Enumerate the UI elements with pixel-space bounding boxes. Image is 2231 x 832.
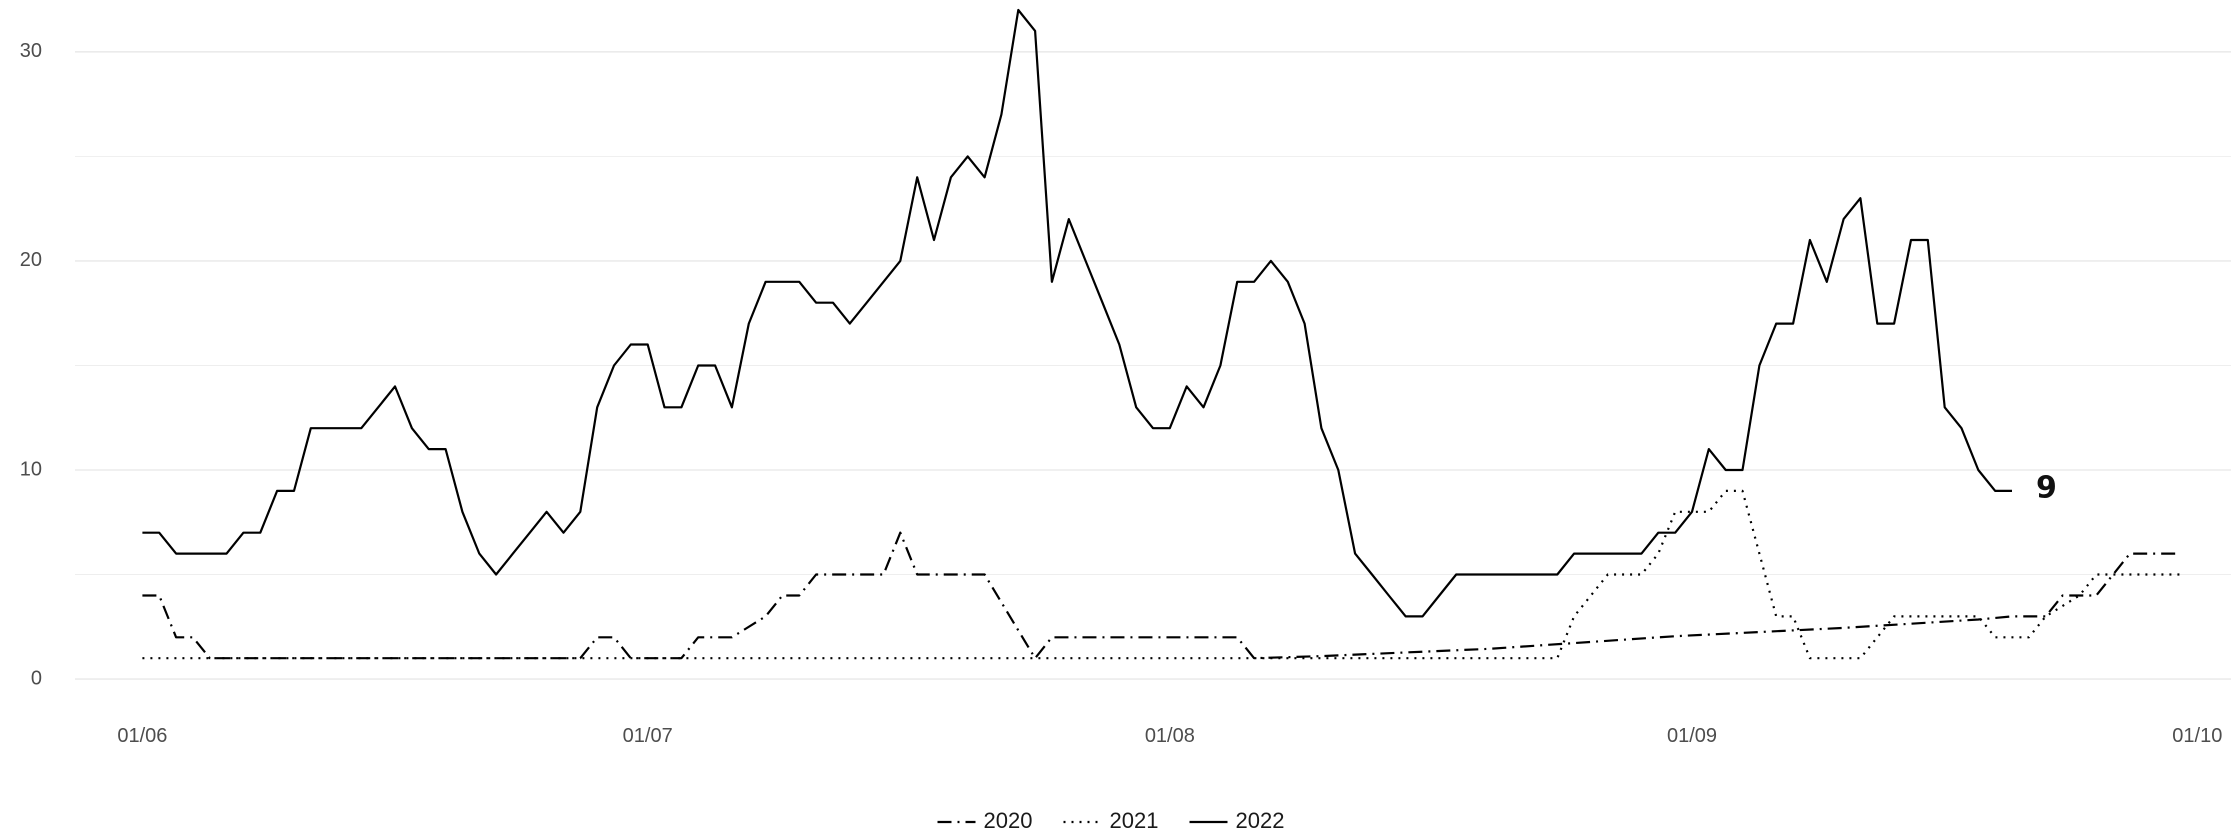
series-lines — [142, 8, 2181, 660]
y-axis-tick-labels: 0 10 20 30 — [20, 40, 42, 689]
x-tick-label: 01/08 — [1145, 725, 1195, 747]
legend-label: 2020 — [984, 808, 1033, 832]
series-line-2021 — [142, 489, 2181, 660]
grid-lines — [75, 51, 2231, 680]
y-tick-label: 20 — [20, 249, 42, 271]
x-tick-label: 01/10 — [2172, 725, 2222, 747]
y-tick-label: 0 — [31, 667, 42, 689]
series-line-2020 — [142, 531, 2181, 660]
legend-label: 2021 — [1110, 808, 1159, 832]
x-axis-tick-labels: 01/06 01/07 01/08 01/09 01/10 — [117, 725, 2222, 747]
x-tick-label: 01/09 — [1667, 725, 1717, 747]
x-tick-label: 01/07 — [623, 725, 673, 747]
legend-label: 2022 — [1236, 808, 1285, 832]
series-line-2022 — [142, 8, 2012, 618]
y-tick-label: 30 — [20, 40, 42, 62]
y-tick-label: 10 — [20, 458, 42, 480]
x-tick-label: 01/06 — [117, 725, 167, 747]
end-value-label: 9 — [2036, 470, 2057, 505]
legend: 2020 2021 2022 — [937, 808, 1285, 832]
